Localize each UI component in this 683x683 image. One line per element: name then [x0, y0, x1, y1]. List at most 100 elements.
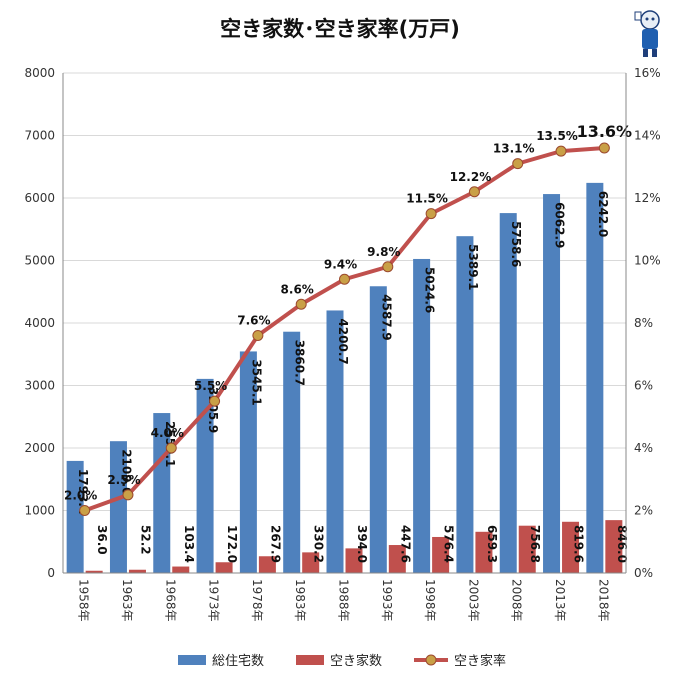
y-right-tick-label: 16%	[634, 66, 661, 80]
rate-point	[209, 395, 221, 407]
y-right-tick-label: 8%	[634, 316, 653, 330]
rate-point	[598, 142, 610, 154]
bar-vacant-housing-label: 846.0	[615, 525, 629, 563]
y-left-tick-label: 6000	[24, 191, 55, 205]
y-right-tick-label: 12%	[634, 191, 661, 205]
y-left-tick-label: 8000	[24, 66, 55, 80]
rate-point-label: 11.5%	[406, 192, 448, 206]
bar-vacant-housing	[128, 569, 146, 573]
bar-vacant-housing	[562, 521, 580, 573]
rate-point-label: 9.4%	[324, 257, 357, 271]
y-right-tick-label: 0%	[634, 566, 653, 580]
legend-label: 空き家数	[330, 653, 382, 669]
bar-vacant-housing-label: 659.3	[485, 525, 499, 563]
rate-point-label: 13.6%	[577, 122, 633, 141]
bar-total-housing	[326, 310, 344, 573]
bar-vacant-housing	[432, 536, 450, 573]
rate-point-label: 2.5%	[107, 473, 140, 487]
x-tick-label: 1978年	[250, 579, 264, 622]
x-tick-label: 1993年	[380, 579, 394, 622]
bar-vacant-housing-label: 267.9	[268, 525, 282, 563]
y-right-tick-label: 10%	[634, 254, 661, 268]
x-tick-label: 1973年	[207, 579, 221, 622]
x-tick-label: 1958年	[77, 579, 91, 622]
bar-total-housing-label: 6242.0	[596, 191, 610, 237]
legend-swatch	[296, 655, 324, 665]
y-left-tick-label: 5000	[24, 254, 55, 268]
x-tick-label: 2003年	[466, 579, 480, 622]
y-left-tick-label: 4000	[24, 316, 55, 330]
rate-line: 2.0% 2.5% 4.0% 5.5% 7.6% 8.6% 9.4% 9.8% 11.5%12.…	[64, 122, 632, 516]
y-left-tick-label: 7000	[24, 129, 55, 143]
bar-total-housing	[283, 331, 301, 573]
bar-total-housing-label: 4200.7	[336, 318, 350, 364]
x-tick-label: 2018年	[596, 579, 610, 622]
rate-point-label: 9.8%	[367, 245, 400, 259]
bar-vacant-housing-label: 394.0	[355, 525, 369, 563]
x-tick-label: 1983年	[293, 579, 307, 622]
bar-vacant-housing-label: 52.2	[138, 525, 152, 555]
rate-point	[512, 158, 524, 170]
bar-total-housing-label: 5758.6	[509, 221, 523, 267]
y-right-tick-label: 2%	[634, 504, 653, 518]
x-tick-label: 2008年	[510, 579, 524, 622]
bar-total-housing	[239, 351, 257, 573]
bar-vacant-housing-label: 36.0	[95, 525, 109, 555]
mascot-icon	[634, 10, 660, 57]
rate-point-label: 13.5%	[536, 129, 578, 143]
y-left-tick-label: 2000	[24, 441, 55, 455]
bar-vacant-housing-label: 447.6	[398, 525, 412, 563]
bar-total-housing-label: 6062.9	[553, 202, 567, 248]
rate-point	[339, 273, 350, 285]
rate-point-label: 13.1%	[493, 142, 535, 156]
x-tick-label: 1968年	[163, 579, 177, 622]
legend-label: 総住宅数	[212, 654, 264, 669]
bar-total-housing	[109, 441, 127, 573]
bar-vacant-housing-label: 819.6	[572, 525, 586, 563]
bar-vacant-housing	[85, 570, 103, 573]
bar-total-housing-label: 5024.6	[423, 267, 437, 313]
bar-vacant-housing	[388, 545, 406, 573]
bar-vacant-housing-label: 330.2	[312, 525, 326, 563]
bar-vacant-housing-label: 756.8	[528, 525, 542, 563]
rate-point	[252, 330, 264, 341]
legend-label: 空き家率	[454, 653, 506, 669]
bar-total-housing-label: 5389.1	[466, 244, 480, 290]
bar-vacant-housing	[302, 552, 320, 573]
legend-marker	[425, 654, 437, 666]
rate-point	[295, 298, 307, 310]
y-left-tick-label: 1000	[24, 504, 55, 518]
bar-total-housing	[369, 286, 387, 573]
rate-point-label: 5.5%	[194, 379, 227, 393]
bar-total-housing-label: 3860.7	[293, 340, 307, 386]
bars: 1793.436.02109.052.22559.1103.43105.9172…	[66, 182, 629, 573]
rate-point-label: 7.6%	[237, 314, 270, 328]
bar-total-housing-label: 1793.4	[76, 469, 90, 515]
bar-total-housing	[456, 236, 474, 573]
bar-vacant-housing	[518, 525, 536, 573]
x-tick-label: 1998年	[423, 579, 437, 622]
y-right-tick-label: 14%	[634, 129, 661, 143]
bar-total-housing-label: 4587.9	[379, 294, 393, 340]
bar-total-housing	[543, 194, 561, 573]
rate-point-label: 12.2%	[450, 170, 492, 184]
chart-title: 空き家数･空き家率(万戸)	[220, 17, 460, 41]
bar-vacant-housing	[215, 562, 233, 573]
bar-vacant-housing	[345, 548, 363, 573]
axes: 0 0% 1000 2% 2000 4% 3000 6% 4000 8% 5000 10% 6000 12…	[24, 66, 660, 622]
rate-point-label: 4.0%	[151, 426, 184, 440]
y-right-tick-label: 4%	[634, 441, 653, 455]
bar-vacant-housing	[172, 566, 190, 573]
rate-point	[79, 505, 91, 516]
bar-total-housing	[413, 258, 431, 573]
rate-point	[468, 186, 480, 198]
y-left-tick-label: 0	[47, 566, 55, 580]
bar-total-housing-label: 2109.0	[119, 449, 133, 495]
bar-total-housing	[66, 460, 84, 573]
rate-point	[165, 442, 177, 454]
bar-total-housing	[499, 213, 517, 573]
rate-point-label: 8.6%	[281, 282, 314, 296]
legend: 総住宅数 空き家数 空き家率	[178, 653, 506, 669]
rate-point	[382, 261, 394, 273]
